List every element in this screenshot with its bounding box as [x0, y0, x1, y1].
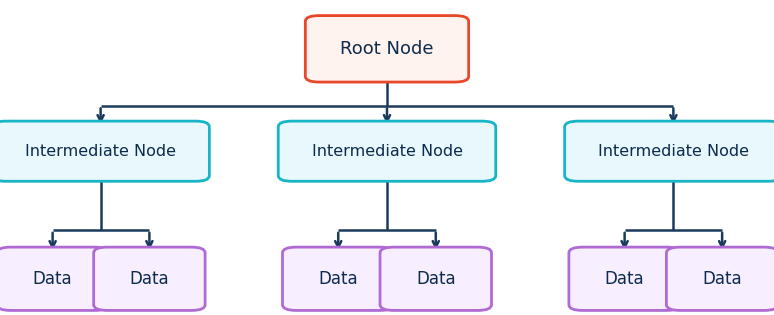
Text: Data: Data — [129, 270, 170, 288]
Text: Data: Data — [318, 270, 358, 288]
FancyBboxPatch shape — [380, 247, 491, 311]
Text: Intermediate Node: Intermediate Node — [598, 144, 749, 159]
Text: Intermediate Node: Intermediate Node — [25, 144, 176, 159]
FancyBboxPatch shape — [565, 121, 774, 181]
FancyBboxPatch shape — [283, 247, 394, 311]
FancyBboxPatch shape — [279, 121, 495, 181]
FancyBboxPatch shape — [569, 247, 680, 311]
Text: Data: Data — [702, 270, 742, 288]
FancyBboxPatch shape — [666, 247, 774, 311]
Text: Data: Data — [604, 270, 645, 288]
Text: Intermediate Node: Intermediate Node — [311, 144, 463, 159]
Text: Data: Data — [416, 270, 456, 288]
FancyBboxPatch shape — [94, 247, 205, 311]
FancyBboxPatch shape — [305, 16, 468, 82]
Text: Data: Data — [33, 270, 73, 288]
FancyBboxPatch shape — [0, 247, 108, 311]
Text: Root Node: Root Node — [341, 40, 433, 58]
FancyBboxPatch shape — [0, 121, 209, 181]
